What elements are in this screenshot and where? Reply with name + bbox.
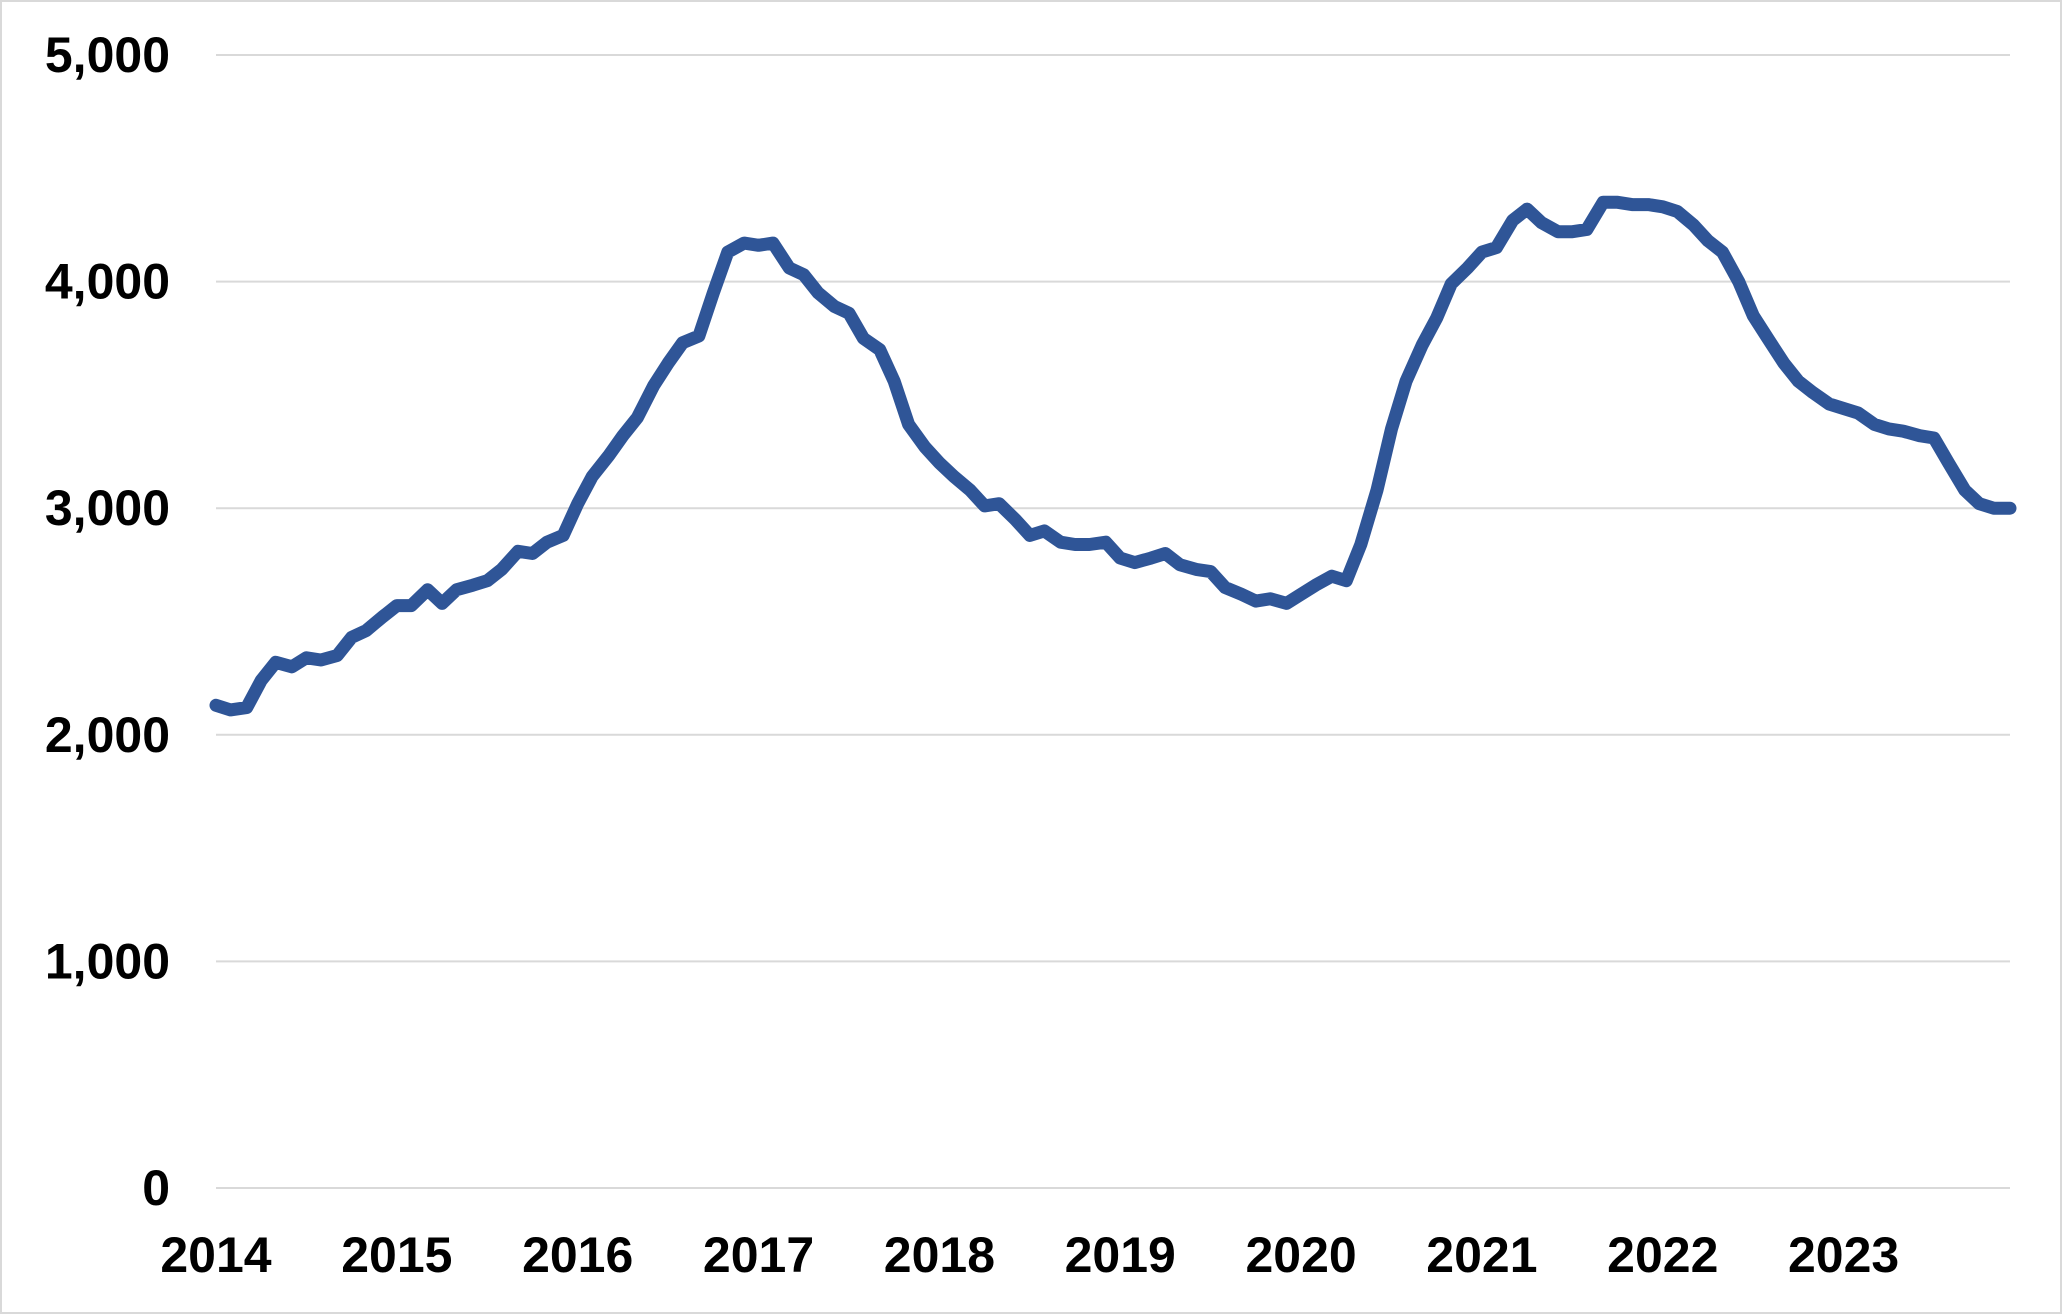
x-tick-label: 2021	[1426, 1227, 1537, 1283]
x-tick-label: 2015	[341, 1227, 452, 1283]
gridlines	[216, 54, 2010, 963]
x-tick-label: 2019	[1065, 1227, 1176, 1283]
x-axis-tick-labels: 2014 2015 2016 2017 2018 2019 2020 2021 2022 2023	[160, 1227, 1899, 1283]
y-tick-label: 4,000	[45, 254, 170, 310]
x-tick-label: 2022	[1607, 1227, 1718, 1283]
y-tick-label: 0	[142, 1160, 170, 1216]
x-tick-label: 2023	[1788, 1227, 1899, 1283]
x-tick-label: 2014	[160, 1227, 271, 1283]
y-tick-label: 1,000	[45, 933, 170, 989]
y-axis-tick-labels: 0 1,000 2,000 3,000 4,000 5,000	[45, 27, 170, 1216]
x-tick-label: 2017	[703, 1227, 814, 1283]
y-tick-label: 5,000	[45, 27, 170, 83]
y-tick-label: 3,000	[45, 480, 170, 536]
series-line-group	[209, 195, 2017, 717]
y-tick-label: 2,000	[45, 707, 170, 763]
series-line	[209, 195, 2017, 717]
x-tick-label: 2016	[522, 1227, 633, 1283]
x-tick-label: 2018	[884, 1227, 995, 1283]
x-tick-label: 2020	[1245, 1227, 1356, 1283]
